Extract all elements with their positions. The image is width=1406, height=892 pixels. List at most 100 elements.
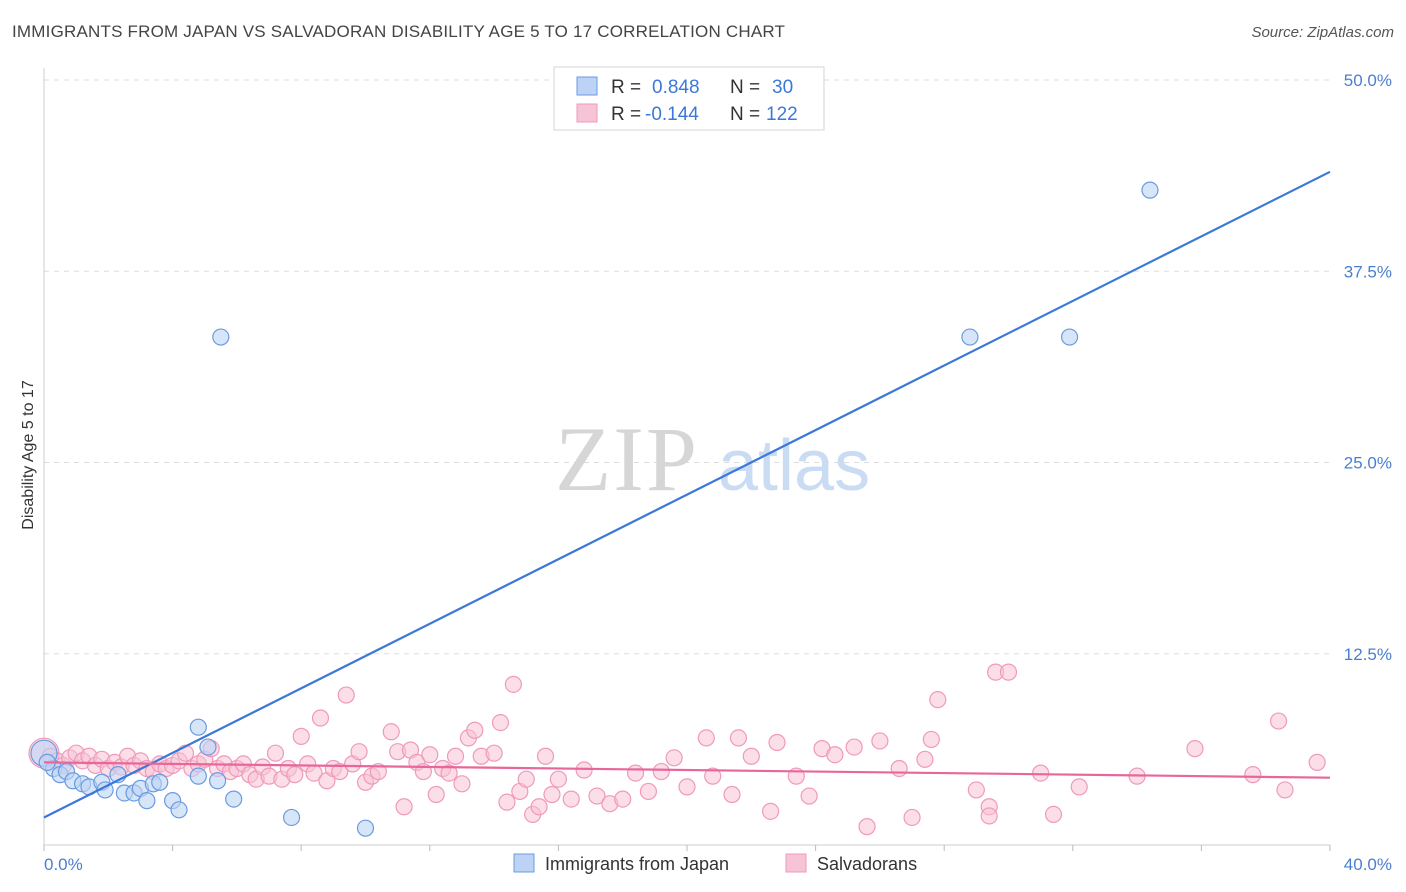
legend-swatch-salvadorans [576, 103, 598, 123]
salvadorans-point [729, 729, 748, 747]
salvadorans-point [967, 781, 985, 799]
legend-n-value: 30 [772, 77, 793, 98]
grid-lines [44, 79, 1330, 655]
salvadorans-point [337, 686, 355, 704]
salvadorans-point [890, 759, 908, 778]
x-tick-label: 0.0% [44, 855, 83, 874]
salvadorans-point [536, 747, 555, 765]
salvadorans-point [292, 727, 310, 745]
x-tick-label: 40.0% [1344, 855, 1392, 874]
y-tick-label: 12.5% [1344, 645, 1392, 664]
salvadorans-point [440, 764, 458, 782]
trend-lines [43, 170, 1331, 819]
salvadorans-point [826, 746, 844, 764]
salvadorans-point [1244, 766, 1262, 784]
salvadorans-point [530, 798, 548, 816]
bottom-legend-swatch-japan [513, 853, 535, 873]
legend-r-label: R = [611, 77, 641, 98]
salvadorans-point [704, 767, 722, 785]
y-tick-labels: 12.5% 25.0% 37.5% 50.0% [1344, 71, 1392, 664]
salvadorans-point [549, 770, 568, 788]
salvadorans-point [311, 709, 330, 727]
japan-point [189, 718, 207, 736]
bottom-legend-swatch-salvadorans [785, 853, 807, 873]
salvadorans-point [485, 744, 503, 762]
bottom-legend: Immigrants from Japan Salvadorans [513, 853, 917, 874]
salvadorans-point [1186, 740, 1204, 758]
salvadorans-points [28, 663, 1326, 836]
salvadorans-point [588, 787, 606, 805]
salvadorans-point [652, 762, 670, 781]
salvadorans-point [517, 770, 535, 788]
salvadorans-point [678, 778, 696, 796]
salvadorans-point [331, 762, 349, 781]
legend-n-label: N = [730, 77, 760, 98]
salvadorans-point [562, 790, 580, 808]
salvadorans-point [903, 808, 921, 827]
legend-r-label: R = [611, 104, 641, 125]
salvadorans-point [421, 746, 439, 764]
salvadorans-point [665, 749, 683, 767]
salvadorans-point [369, 762, 387, 781]
salvadorans-point [498, 793, 516, 811]
legend-r-value: 0.848 [652, 77, 700, 98]
salvadorans-point [626, 764, 645, 782]
watermark-atlas: atlas [718, 426, 870, 506]
salvadorans-point [453, 775, 471, 793]
salvadorans-point [916, 750, 934, 768]
japan-point [209, 772, 227, 790]
salvadorans-point [446, 747, 465, 765]
salvadorans-point [466, 721, 484, 739]
salvadorans-point [858, 818, 876, 836]
salvadorans-point [427, 785, 445, 804]
japan-point [138, 792, 156, 810]
bottom-legend-label-salvadorans: Salvadorans [817, 854, 917, 874]
salvadorans-point [922, 730, 940, 749]
watermark-zip: ZIP [555, 408, 699, 510]
japan-point [189, 767, 207, 785]
japan-point [170, 801, 188, 819]
salvadorans-point [697, 729, 715, 747]
x-tick-labels: 0.0% 40.0% [44, 855, 1392, 874]
salvadorans-point [543, 785, 561, 804]
salvadorans-point [723, 785, 741, 804]
salvadorans-point [504, 675, 522, 693]
y-axis-label: Disability Age 5 to 17 [20, 380, 37, 530]
japan-point [1060, 328, 1079, 346]
salvadorans-point [800, 787, 818, 805]
salvadorans-point [768, 733, 786, 752]
japan-point [151, 773, 169, 791]
legend-r-value: -0.144 [645, 104, 699, 125]
salvadorans-point [1044, 805, 1063, 824]
chart-title: IMMIGRANTS FROM JAPAN VS SALVADORAN DISA… [12, 22, 786, 41]
salvadorans-point [761, 802, 780, 820]
japan-point [282, 808, 301, 827]
salvadorans-point [286, 766, 304, 784]
salvadorans-point [929, 691, 947, 709]
japan-point [1141, 181, 1159, 199]
salvadorans-point [1308, 753, 1326, 771]
salvadorans-point [266, 744, 285, 762]
salvadorans-point [845, 738, 863, 756]
salvadorans-point [350, 743, 368, 761]
japan-point [199, 738, 217, 756]
japan-trend-line [43, 170, 1331, 819]
legend-swatch-japan [576, 76, 598, 96]
salvadorans-point [980, 807, 998, 825]
salvadorans-point [491, 713, 510, 732]
axes [43, 68, 1331, 851]
japan-points [30, 181, 1159, 837]
y-tick-label: 50.0% [1344, 71, 1392, 90]
legend-n-label: N = [730, 104, 760, 125]
salvadorans-point [639, 782, 658, 801]
salvadorans-point [395, 798, 413, 816]
japan-point [212, 328, 230, 346]
y-tick-label: 37.5% [1344, 262, 1392, 281]
salvadorans-point [614, 790, 632, 808]
y-tick-label: 25.0% [1344, 454, 1392, 473]
salvadorans-point [999, 663, 1018, 681]
salvadorans-point [871, 732, 889, 750]
salvadorans-point [742, 747, 760, 765]
japan-point [356, 819, 375, 837]
